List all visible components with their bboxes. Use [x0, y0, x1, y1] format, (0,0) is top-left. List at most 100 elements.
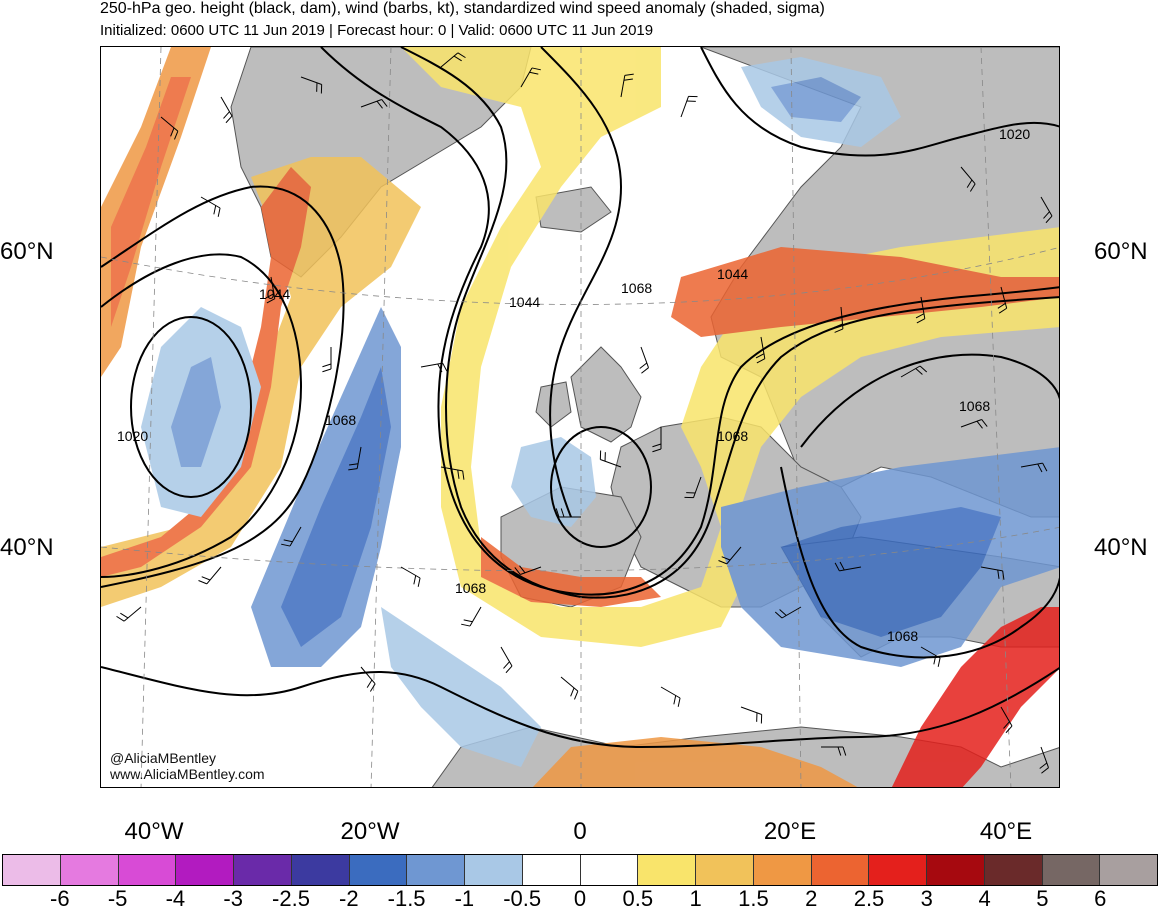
- colorbar: [2, 854, 1158, 886]
- wind-barb-feather: [413, 575, 417, 585]
- jet-baltic-core: [671, 247, 1059, 337]
- colorbar-swatch: [638, 855, 696, 885]
- neg-north-core: [771, 77, 861, 122]
- colorbar-swatch: [465, 855, 523, 885]
- wind-barb: [600, 459, 622, 468]
- wind-barb-feather: [213, 205, 217, 215]
- colorbar-tick-label: 6: [1094, 886, 1107, 911]
- colorbar-tick-label: -5: [107, 886, 128, 911]
- wind-barb: [160, 116, 179, 132]
- wind-barb-feather: [198, 580, 208, 585]
- colorbar-tick-label: 0: [573, 886, 587, 911]
- colorbar-tick-label: -2: [339, 886, 359, 911]
- wind-barb: [1040, 196, 1053, 217]
- wind-barb-feather: [998, 307, 1007, 314]
- neg-atlantic-south-core: [281, 367, 391, 647]
- contour-label: 1044: [717, 266, 748, 282]
- credit-twitter: @AliciaMBentley: [110, 750, 217, 766]
- wind-barb-feather: [976, 420, 983, 429]
- wind-barb-feather: [453, 55, 462, 62]
- wind-barb: [300, 76, 322, 85]
- wind-barb-feather: [266, 298, 276, 304]
- wind-barb-feather: [969, 183, 976, 192]
- wind-barb-feather: [555, 508, 560, 518]
- lon-label-20w: 20°W: [340, 818, 400, 845]
- colorbar-swatch: [407, 855, 465, 885]
- wind-barb-feather: [322, 368, 332, 373]
- colorbar-tick-label: 2.5: [853, 886, 885, 911]
- wind-barb-feather: [756, 358, 766, 364]
- lat-label-60n-left: 60°N: [0, 238, 54, 265]
- lon-label-40w: 40°W: [124, 818, 184, 845]
- wind-barb-feather: [369, 683, 376, 692]
- wind-barb-feather: [937, 657, 941, 667]
- colorbar-swatch: [696, 855, 754, 885]
- colorbar-tick-label: 4: [978, 886, 991, 911]
- wind-barb-feather: [1042, 462, 1048, 472]
- neg-atlantic-south: [251, 307, 401, 667]
- wind-barb: [289, 526, 302, 547]
- colorbar-tick-label: 1.5: [738, 886, 769, 911]
- wind-barb: [960, 166, 976, 185]
- wind-barb-feather: [574, 690, 579, 700]
- wind-barb: [206, 566, 222, 585]
- wind-barb-feather: [839, 561, 845, 571]
- credit-website: www.AliciaMBentley.com: [110, 766, 265, 782]
- colorbar-swatch: [522, 855, 581, 885]
- wind-barb: [620, 75, 626, 98]
- wind-barb: [420, 362, 443, 368]
- wind-barb: [356, 446, 362, 469]
- colorbar-swatch: [811, 855, 870, 885]
- wind-barb: [781, 606, 802, 619]
- wind-barb-feather: [322, 363, 332, 368]
- wind-barb: [693, 476, 702, 498]
- wind-barb-feather: [505, 665, 513, 674]
- wind-barb-feather: [442, 362, 448, 372]
- wind-barb-feather: [570, 687, 575, 697]
- wind-barb: [360, 99, 382, 108]
- wind-barb: [123, 606, 142, 622]
- contour-label: 1068: [959, 398, 990, 414]
- contour-label: 1068: [621, 280, 652, 296]
- ireland: [535, 381, 572, 428]
- colorbar-tick-label: -0.5: [503, 886, 542, 911]
- map-title: 250-hPa geo. height (black, dam), wind (…: [100, 0, 825, 17]
- colorbar-swatch: [753, 855, 812, 885]
- wind-barb-feather: [463, 619, 473, 623]
- wind-barb: [1000, 286, 1008, 309]
- wind-barb-feather: [915, 313, 925, 319]
- wind-barb-feather: [529, 71, 539, 75]
- colorbar-swatch: [927, 855, 985, 885]
- graticule: [101, 47, 1059, 787]
- jet-atlantic-arc-core: [481, 537, 661, 607]
- wind-barb: [440, 466, 463, 472]
- contour-label: 1068: [325, 412, 356, 428]
- wind-barb: [500, 646, 513, 667]
- colorbar-swatch: [291, 855, 350, 885]
- iceland: [535, 186, 612, 233]
- wind-barb: [270, 276, 276, 299]
- wind-barb-feather: [225, 115, 233, 124]
- wind-barb-feather: [223, 111, 230, 119]
- wind-barb: [840, 306, 844, 329]
- colorbar-swatch: [984, 855, 1043, 885]
- wind-barb-feather: [916, 318, 926, 324]
- colorbar-tick-label: 3: [920, 886, 933, 911]
- wind-barb-feather: [1039, 762, 1048, 769]
- contour-label: 1068: [455, 580, 486, 596]
- colorbar-tick-label: -4: [165, 886, 186, 911]
- wind-barb: [960, 419, 982, 428]
- wind-barb-feather: [1005, 725, 1013, 734]
- wind-barb: [200, 196, 221, 209]
- map-canvas: 1020 1044 1044 1068 1068 1068 1068 1068 …: [101, 47, 1059, 787]
- colorbar-swatch: [3, 855, 61, 885]
- wind-barb-feather: [461, 623, 471, 627]
- wind-barb-feather: [519, 565, 526, 574]
- wind-barb: [1000, 706, 1013, 727]
- jet-africa: [532, 737, 858, 787]
- wind-barb: [520, 566, 542, 575]
- colorbar-tick-label: 0.5: [622, 886, 654, 911]
- colorbar-tick-label: 1: [689, 886, 702, 911]
- lat-label-60n-right: 60°N: [1094, 238, 1148, 265]
- wind-barb-feather: [755, 353, 765, 359]
